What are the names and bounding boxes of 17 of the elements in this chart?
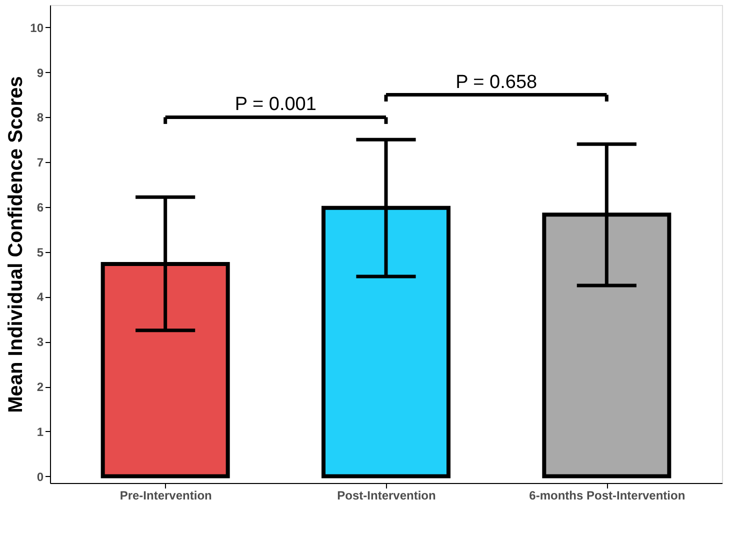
y-axis-title: Mean Individual Confidence Scores: [5, 76, 28, 413]
y-tick-label: 10: [30, 20, 44, 35]
annotation: P = 0.658: [456, 72, 538, 93]
y-tick-label: 9: [36, 66, 44, 80]
y-tick-label: 4: [36, 290, 44, 304]
y-tick-label: 2: [36, 380, 44, 394]
y-tick-label: 8: [36, 110, 44, 125]
y-tick-label: 1: [36, 424, 44, 439]
y-tick-label: 3: [36, 335, 44, 350]
x-tick-label: 6-months Post-Intervention: [529, 488, 686, 502]
y-tick-label: 0: [36, 470, 44, 484]
y-tick-label: 7: [36, 156, 44, 170]
annotation: P = 0.001: [234, 94, 316, 116]
x-tick-label: Post-Intervention: [337, 488, 436, 502]
y-tick-label: 5: [36, 245, 44, 260]
x-tick-label: Pre-Intervention: [120, 488, 212, 502]
y-tick-label: 6: [36, 200, 44, 214]
